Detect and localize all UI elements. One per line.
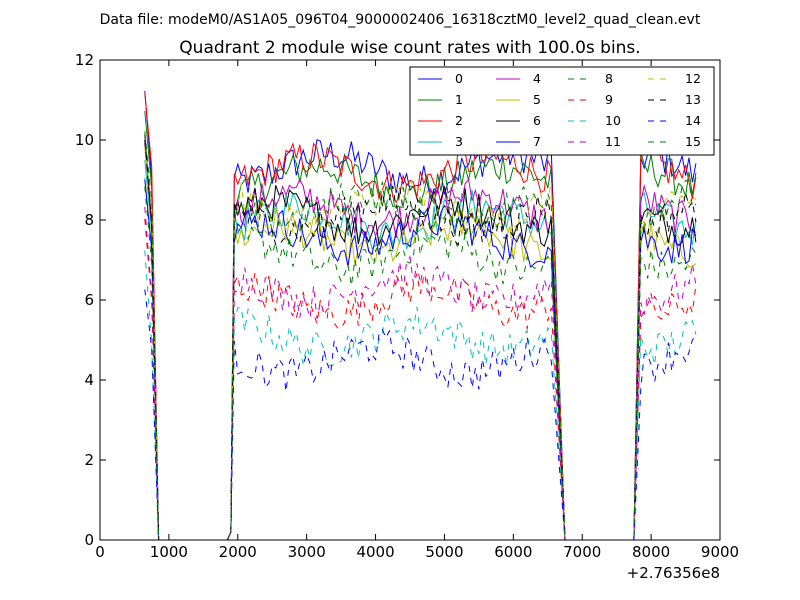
- y-tick-label: 12: [75, 51, 94, 69]
- x-tick-label: 8000: [632, 543, 670, 561]
- x-tick-label: 2000: [219, 543, 257, 561]
- legend-label-9: 9: [605, 92, 613, 107]
- axes: 0 1000 2000 3000 4000 5000 6000 7000 8000 9000 0 2 4…: [75, 51, 739, 561]
- legend-label-5: 5: [533, 92, 541, 107]
- legend-label-13: 13: [685, 92, 701, 107]
- series-line-10: [144, 250, 697, 541]
- legend-label-4: 4: [533, 71, 541, 86]
- series-line-5: [144, 177, 697, 541]
- series-line-7: [144, 179, 697, 541]
- x-tick-label: 4000: [356, 543, 394, 561]
- legend-label-7: 7: [533, 134, 541, 149]
- y-tick-label: 4: [84, 371, 94, 389]
- x-tick-label: 9000: [701, 543, 739, 561]
- y-tick-label: 2: [84, 451, 94, 469]
- chart-title: Quadrant 2 module wise count rates with …: [179, 38, 640, 58]
- series-line-3: [144, 160, 697, 541]
- series-line-14: [144, 289, 697, 541]
- x-tick-label: 6000: [494, 543, 532, 561]
- series-line-1: [144, 110, 697, 541]
- legend-box: [409, 66, 715, 156]
- legend-label-11: 11: [605, 134, 621, 149]
- x-tick-label: 7000: [563, 543, 601, 561]
- y-tick-label: 6: [84, 291, 94, 309]
- series-line-0: [144, 90, 697, 541]
- series-line-12: [144, 148, 697, 541]
- legend-label-12: 12: [685, 71, 701, 86]
- legend-label-10: 10: [605, 113, 621, 128]
- y-tick-label: 10: [75, 131, 94, 149]
- legend-label-15: 15: [685, 134, 701, 149]
- legend-label-14: 14: [685, 113, 701, 128]
- series-line-13: [144, 139, 697, 541]
- plot-lines: [144, 90, 697, 541]
- x-tick-label: 1000: [150, 543, 188, 561]
- series-line-11: [144, 207, 697, 541]
- legend-label-0: 0: [455, 71, 463, 86]
- series-line-15: [144, 131, 697, 541]
- x-tick-label: 3000: [288, 543, 326, 561]
- legend-label-3: 3: [455, 134, 463, 149]
- x-tick-label: 0: [95, 543, 105, 561]
- legend-label-2: 2: [455, 113, 463, 128]
- series-line-8: [144, 186, 697, 541]
- legend-label-1: 1: [455, 92, 463, 107]
- y-tick-label: 8: [84, 211, 94, 229]
- series-line-9: [144, 218, 697, 541]
- y-tick-label: 0: [84, 531, 94, 549]
- x-offset-label: +2.76356e8: [627, 564, 720, 582]
- series-line-2: [144, 92, 697, 541]
- series-line-6: [144, 134, 697, 541]
- x-tick-label: 5000: [425, 543, 463, 561]
- legend-label-8: 8: [605, 71, 613, 86]
- legend-label-6: 6: [533, 113, 541, 128]
- chart-suptitle: Data file: modeM0/AS1A05_096T04_90000024…: [100, 12, 701, 28]
